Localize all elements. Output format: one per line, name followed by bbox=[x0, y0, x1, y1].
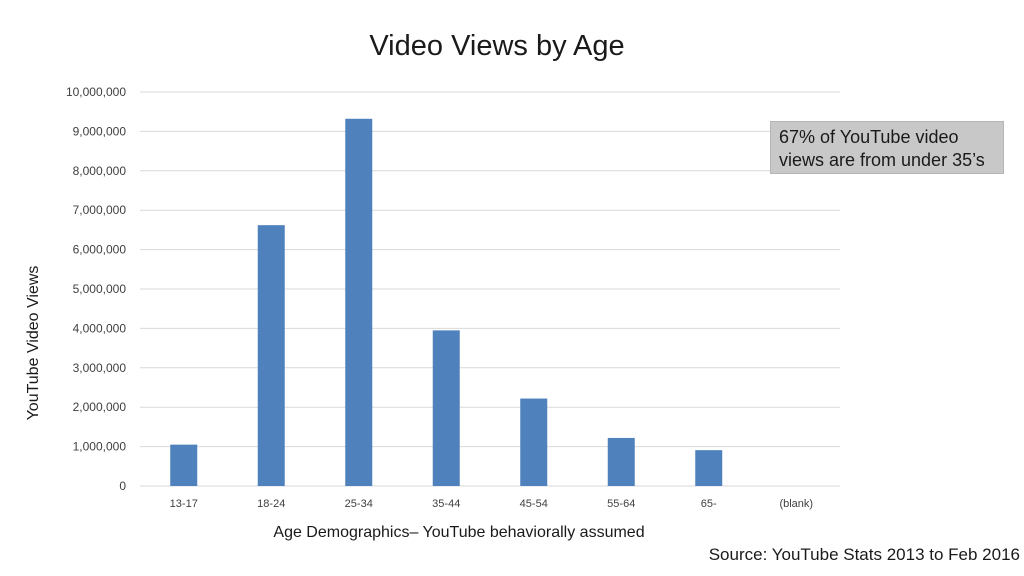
x-tick-label: 35-44 bbox=[432, 498, 460, 510]
x-tick-label: 45-54 bbox=[520, 498, 548, 510]
bar-5564 bbox=[607, 437, 635, 486]
y-tick-label: 3,000,000 bbox=[73, 361, 127, 375]
y-tick-label: 7,000,000 bbox=[73, 203, 127, 217]
y-axis-ticks: 0 1,000,000 2,000,000 3,000,000 4,000,000 5,0… bbox=[66, 85, 126, 493]
x-tick-label: 55-64 bbox=[607, 498, 635, 510]
x-tick-label: 65- bbox=[701, 498, 717, 510]
source-note: Source: YouTube Stats 2013 to Feb 2016 bbox=[708, 545, 1020, 564]
x-tick-label: 25-34 bbox=[345, 498, 373, 510]
bar-4554 bbox=[520, 398, 548, 486]
bar-3544 bbox=[432, 330, 460, 486]
chart-title: Video Views by Age bbox=[369, 30, 625, 62]
x-axis-ticks: 13-17 18-24 25-34 35-44 45-54 55-64 65- (blank) bbox=[170, 498, 813, 510]
y-tick-label: 2,000,000 bbox=[73, 400, 127, 414]
x-tick-label: (blank) bbox=[779, 498, 813, 510]
y-tick-label: 6,000,000 bbox=[73, 243, 127, 257]
bars bbox=[170, 118, 723, 487]
x-tick-label: 18-24 bbox=[257, 498, 285, 510]
bar-65 bbox=[695, 450, 723, 486]
y-tick-label: 1,000,000 bbox=[73, 440, 127, 454]
y-axis-label: YouTube Video Views bbox=[25, 266, 42, 421]
y-tick-label: 8,000,000 bbox=[73, 164, 127, 178]
y-tick-label: 0 bbox=[119, 479, 126, 493]
y-tick-label: 10,000,000 bbox=[66, 85, 126, 99]
y-tick-label: 5,000,000 bbox=[73, 282, 127, 296]
y-tick-label: 9,000,000 bbox=[73, 124, 127, 138]
y-tick-label: 4,000,000 bbox=[73, 321, 127, 335]
x-axis-label: Age Demographics– YouTube behaviorally a… bbox=[273, 524, 644, 541]
bar-2534 bbox=[345, 118, 373, 487]
annotation-callout: 67% of YouTube video views are from unde… bbox=[770, 121, 1004, 174]
bar-1317 bbox=[170, 444, 198, 486]
gridlines bbox=[140, 91, 840, 487]
x-tick-label: 13-17 bbox=[170, 498, 198, 510]
bar-1824 bbox=[257, 225, 285, 486]
